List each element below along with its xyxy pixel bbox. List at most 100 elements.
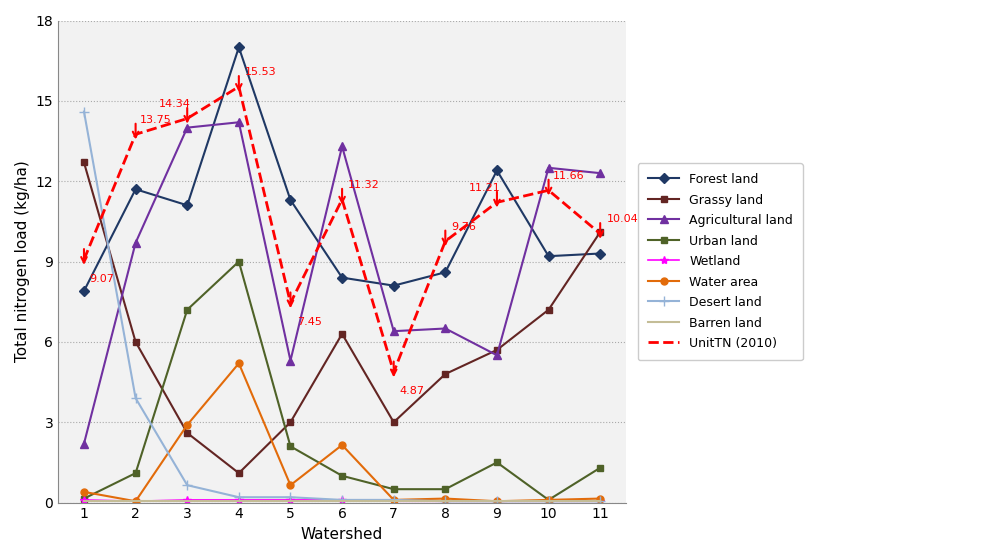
UnitTN (2010) bbox=[336, 196, 348, 203]
Desert land bbox=[130, 395, 142, 402]
Line: Water area: Water area bbox=[81, 360, 604, 505]
Agricultural land bbox=[78, 441, 90, 447]
Grassy land bbox=[233, 470, 245, 476]
Wetland bbox=[78, 496, 90, 503]
Wetland bbox=[439, 498, 451, 505]
Line: Urban land: Urban land bbox=[81, 258, 604, 504]
Urban land bbox=[284, 443, 296, 449]
Urban land bbox=[336, 472, 348, 479]
Urban land bbox=[78, 495, 90, 502]
Barren land bbox=[78, 498, 90, 505]
Text: 11.21: 11.21 bbox=[469, 183, 500, 193]
Wetland bbox=[130, 498, 142, 505]
Line: Desert land: Desert land bbox=[79, 107, 605, 506]
UnitTN (2010) bbox=[388, 369, 400, 375]
Text: 7.45: 7.45 bbox=[297, 317, 322, 327]
Barren land bbox=[543, 498, 555, 505]
Desert land bbox=[233, 494, 245, 501]
Agricultural land bbox=[439, 325, 451, 332]
UnitTN (2010) bbox=[491, 199, 503, 206]
Agricultural land bbox=[336, 143, 348, 150]
Grassy land bbox=[491, 346, 503, 353]
Desert land bbox=[284, 494, 296, 501]
Desert land bbox=[491, 498, 503, 505]
Agricultural land bbox=[594, 170, 606, 177]
Forest land bbox=[78, 287, 90, 294]
Agricultural land bbox=[543, 164, 555, 171]
Barren land bbox=[491, 498, 503, 505]
Agricultural land bbox=[233, 119, 245, 126]
Agricultural land bbox=[284, 357, 296, 364]
Grassy land bbox=[78, 159, 90, 166]
Water area bbox=[439, 495, 451, 502]
UnitTN (2010) bbox=[439, 238, 451, 245]
Urban land bbox=[491, 459, 503, 466]
Urban land bbox=[594, 465, 606, 471]
Agricultural land bbox=[181, 124, 193, 131]
Water area bbox=[130, 498, 142, 505]
Barren land bbox=[388, 498, 400, 505]
Desert land bbox=[594, 498, 606, 505]
Barren land bbox=[181, 498, 193, 505]
Urban land bbox=[181, 306, 193, 313]
UnitTN (2010) bbox=[543, 187, 555, 194]
Grassy land bbox=[388, 419, 400, 426]
Forest land bbox=[491, 167, 503, 174]
Forest land bbox=[130, 186, 142, 193]
Grassy land bbox=[336, 330, 348, 337]
UnitTN (2010) bbox=[78, 256, 90, 263]
Line: Agricultural land: Agricultural land bbox=[80, 118, 604, 448]
Forest land bbox=[233, 44, 245, 51]
Water area bbox=[78, 488, 90, 495]
Line: Forest land: Forest land bbox=[81, 44, 604, 295]
Text: 11.66: 11.66 bbox=[553, 171, 584, 181]
Text: 9.76: 9.76 bbox=[452, 222, 476, 232]
Urban land bbox=[543, 496, 555, 503]
Desert land bbox=[336, 496, 348, 503]
Line: UnitTN (2010): UnitTN (2010) bbox=[84, 87, 600, 372]
Grassy land bbox=[543, 306, 555, 313]
Water area bbox=[388, 496, 400, 503]
Grassy land bbox=[130, 339, 142, 345]
Barren land bbox=[336, 498, 348, 505]
Wetland bbox=[491, 498, 503, 505]
Barren land bbox=[439, 498, 451, 505]
Agricultural land bbox=[130, 240, 142, 246]
Forest land bbox=[284, 197, 296, 203]
Barren land bbox=[130, 498, 142, 505]
Urban land bbox=[439, 486, 451, 492]
Agricultural land bbox=[491, 352, 503, 359]
Y-axis label: Total nitrogen load (kg/ha): Total nitrogen load (kg/ha) bbox=[15, 160, 30, 363]
Legend: Forest land, Grassy land, Agricultural land, Urban land, Wetland, Water area, De: Forest land, Grassy land, Agricultural l… bbox=[638, 163, 803, 360]
Water area bbox=[284, 482, 296, 488]
Barren land bbox=[233, 498, 245, 505]
Barren land bbox=[594, 498, 606, 505]
Forest land bbox=[439, 269, 451, 276]
Desert land bbox=[543, 498, 555, 505]
Grassy land bbox=[594, 229, 606, 236]
Forest land bbox=[336, 274, 348, 281]
UnitTN (2010) bbox=[181, 115, 193, 122]
UnitTN (2010) bbox=[594, 231, 606, 237]
Barren land bbox=[284, 498, 296, 505]
Wetland bbox=[388, 498, 400, 505]
Urban land bbox=[233, 258, 245, 265]
Text: 15.53: 15.53 bbox=[245, 67, 277, 77]
Forest land bbox=[181, 202, 193, 209]
Desert land bbox=[439, 498, 451, 505]
Wetland bbox=[284, 496, 296, 503]
Line: Grassy land: Grassy land bbox=[81, 159, 604, 477]
Water area bbox=[336, 442, 348, 448]
Desert land bbox=[388, 496, 400, 503]
Text: 4.87: 4.87 bbox=[400, 386, 425, 396]
UnitTN (2010) bbox=[284, 300, 296, 306]
Water area bbox=[181, 422, 193, 428]
Text: 10.04: 10.04 bbox=[606, 214, 638, 224]
Wetland bbox=[543, 498, 555, 505]
Forest land bbox=[594, 250, 606, 257]
Water area bbox=[594, 495, 606, 502]
Wetland bbox=[181, 496, 193, 503]
Water area bbox=[543, 496, 555, 503]
Grassy land bbox=[284, 419, 296, 426]
Forest land bbox=[388, 282, 400, 289]
